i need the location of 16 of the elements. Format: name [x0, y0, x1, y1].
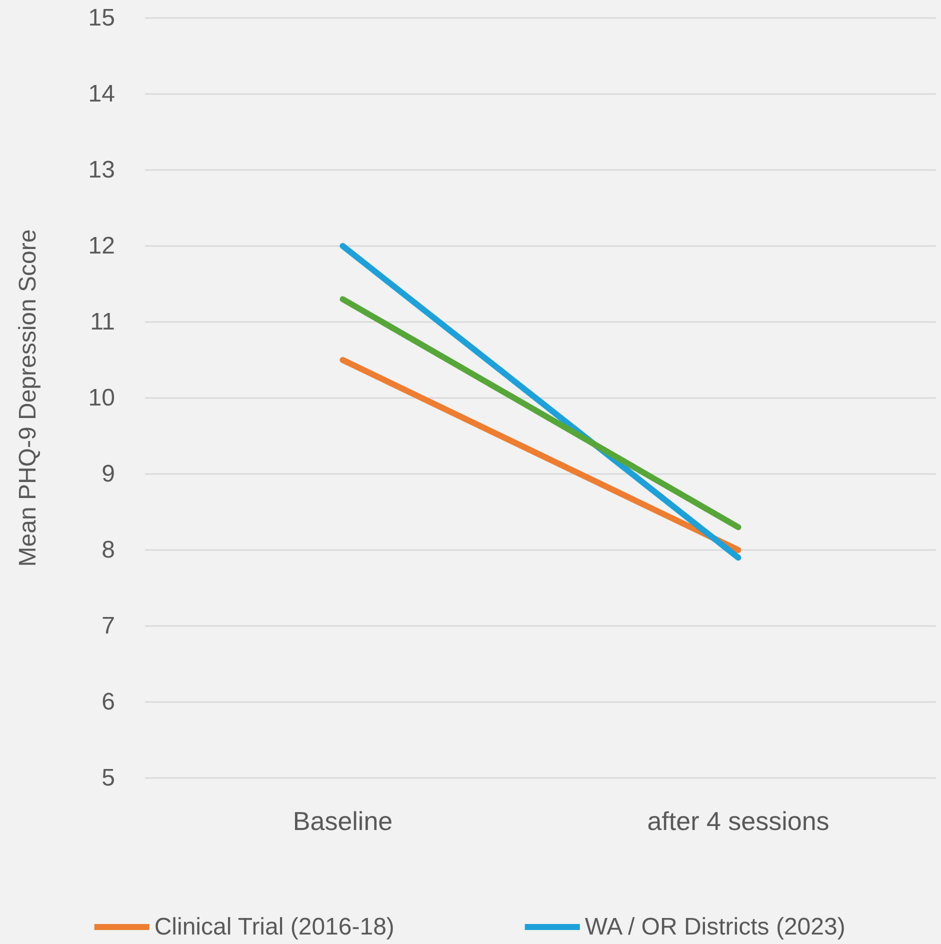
y-tick-label: 5 — [102, 764, 115, 792]
x-tick-label: Baseline — [292, 806, 393, 836]
y-tick-label: 14 — [88, 80, 115, 108]
y-tick-label: 13 — [88, 156, 115, 184]
y-tick-label: 12 — [88, 232, 115, 260]
x-tick-label: after 4 sessions — [647, 806, 830, 836]
y-tick-label: 11 — [90, 308, 115, 336]
y-tick-label: 15 — [88, 4, 115, 32]
legend-label: WA / OR Districts (2023) — [584, 914, 846, 940]
y-axis-title: Mean PHQ-9 Depression Score — [14, 229, 42, 567]
y-tick-label: 6 — [102, 688, 115, 716]
y-tick-label: 8 — [102, 536, 115, 564]
y-tick-label: 7 — [102, 612, 115, 640]
legend-label: Clinical Trial (2016-18) — [154, 914, 394, 940]
y-tick-label: 9 — [102, 460, 115, 488]
y-tick-label: 10 — [88, 384, 115, 412]
